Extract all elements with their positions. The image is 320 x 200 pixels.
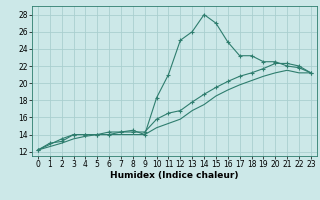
X-axis label: Humidex (Indice chaleur): Humidex (Indice chaleur) [110, 171, 239, 180]
